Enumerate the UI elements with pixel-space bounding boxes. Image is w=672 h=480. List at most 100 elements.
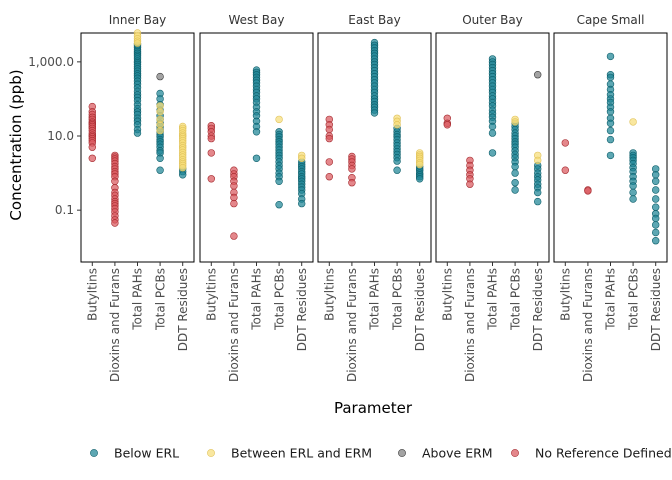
- x-tick-label: Total PAHs: [131, 268, 145, 331]
- data-point-below-erl: [511, 162, 519, 171]
- data-point-below-erl: [651, 186, 660, 194]
- data-point-between-erl-and-erm: [133, 39, 142, 47]
- data-point-below-erl: [511, 169, 519, 177]
- data-point-below-erl: [179, 171, 187, 179]
- data-point-no-reference-defined: [561, 139, 569, 147]
- data-point-below-erl: [606, 73, 615, 82]
- data-point-no-reference-defined: [348, 179, 356, 187]
- data-point-below-erl: [488, 129, 497, 137]
- data-point-between-erl-and-erm: [275, 115, 283, 124]
- x-tick-label: Total PAHs: [486, 268, 500, 331]
- x-tick-label: Total PCBs: [626, 268, 640, 331]
- legend-label: Below ERL: [114, 446, 179, 461]
- x-tick-label: DDT Residues: [531, 268, 545, 351]
- data-point-no-reference-defined: [111, 219, 119, 227]
- data-point-no-reference-defined: [325, 173, 333, 181]
- data-point-between-erl-and-erm: [393, 121, 401, 129]
- data-point-between-erl-and-erm: [511, 118, 519, 126]
- legend-marker: [511, 449, 519, 457]
- data-point-below-erl: [651, 203, 660, 211]
- legend-item-below-erl: Below ERL: [90, 446, 179, 461]
- data-point-no-reference-defined: [325, 134, 333, 143]
- x-tick-label: Dioxins and Furans: [345, 268, 359, 382]
- data-point-below-erl: [629, 188, 637, 197]
- x-tick-label: Total PAHs: [368, 268, 382, 331]
- x-tick-label: Total PCBs: [153, 268, 167, 331]
- data-point-below-erl: [275, 177, 283, 186]
- y-tick-label: 0.1: [55, 203, 74, 217]
- points: [207, 66, 306, 240]
- x-tick-label: Dioxins and Furans: [581, 268, 595, 382]
- data-point-above-erm: [533, 70, 542, 79]
- data-point-below-erl: [275, 201, 283, 209]
- legend: Below ERL Between ERL and ERM Above ERM No …: [90, 446, 672, 461]
- data-point-between-erl-and-erm: [156, 126, 164, 135]
- legend-marker: [207, 449, 215, 457]
- legend-item-no-reference-defined: No Reference Defined: [511, 446, 672, 461]
- data-point-no-reference-defined: [88, 154, 97, 163]
- data-point-below-erl: [133, 129, 142, 137]
- x-tick-label: Butyltins: [441, 268, 455, 321]
- y-tick-label: 10.0: [47, 129, 74, 143]
- data-point-below-erl: [511, 179, 519, 187]
- data-point-between-erl-and-erm: [416, 160, 424, 169]
- data-point-below-erl: [651, 228, 660, 237]
- facet-title: East Bay: [348, 13, 400, 27]
- data-point-no-reference-defined: [561, 166, 569, 174]
- facet-east-bay: East Bay Butyltins Dioxins and Furans Total…: [317, 13, 432, 382]
- data-point-below-erl: [606, 151, 615, 160]
- data-point-between-erl-and-erm: [629, 118, 637, 126]
- x-tick-label: Total PCBs: [272, 268, 286, 331]
- data-point-between-erl-and-erm: [533, 156, 542, 165]
- data-point-below-erl: [298, 199, 306, 208]
- x-tick-label: Butyltins: [323, 268, 337, 321]
- data-point-no-reference-defined: [207, 175, 216, 183]
- data-point-below-erl: [651, 221, 660, 229]
- legend-label: No Reference Defined: [535, 446, 672, 461]
- facet-inner-bay: Inner Bay Butyltins Dioxins and Furans Tota…: [80, 13, 195, 382]
- x-tick-label: DDT Residues: [176, 268, 190, 351]
- x-tick-label: Butyltins: [86, 268, 100, 321]
- facet-title: West Bay: [228, 13, 284, 27]
- data-point-below-erl: [488, 149, 497, 157]
- data-point-below-erl: [416, 175, 424, 183]
- data-point-no-reference-defined: [230, 182, 238, 190]
- points: [325, 38, 424, 187]
- data-point-no-reference-defined: [111, 177, 119, 186]
- legend-label: Above ERM: [422, 446, 493, 461]
- data-point-no-reference-defined: [230, 199, 238, 208]
- y-axis: 0.1 10.0 1,000.0: [28, 55, 81, 217]
- data-point-below-erl: [629, 182, 637, 190]
- data-point-no-reference-defined: [230, 193, 238, 202]
- points: [443, 55, 542, 206]
- data-point-no-reference-defined: [325, 158, 333, 166]
- data-point-below-erl: [488, 122, 497, 131]
- data-point-below-erl: [533, 197, 542, 206]
- x-tick-label: Dioxins and Furans: [227, 268, 241, 382]
- x-tick-label: Total PCBs: [390, 268, 404, 331]
- data-point-below-erl: [606, 119, 615, 128]
- data-point-no-reference-defined: [230, 232, 238, 240]
- data-point-below-erl: [606, 126, 615, 135]
- x-tick-label: DDT Residues: [413, 268, 427, 351]
- legend-marker: [398, 449, 406, 457]
- data-point-below-erl: [629, 195, 637, 203]
- data-point-below-erl: [606, 135, 615, 144]
- data-point-above-erm: [156, 72, 164, 81]
- data-point-no-reference-defined: [584, 187, 592, 195]
- data-point-no-reference-defined: [348, 165, 356, 173]
- legend-label: Between ERL and ERM: [231, 446, 372, 461]
- data-point-between-erl-and-erm: [179, 164, 187, 172]
- y-tick-label: 1,000.0: [28, 55, 74, 69]
- facet-title: Outer Bay: [462, 13, 523, 27]
- facet-west-bay: West Bay Butyltins Dioxins and Furans Total…: [199, 13, 314, 382]
- facets: Inner Bay Butyltins Dioxins and Furans Tota…: [80, 13, 668, 382]
- facet-cape-small: Cape Small Butyltins Dioxins and Furans Tot…: [553, 13, 668, 382]
- data-point-no-reference-defined: [325, 125, 333, 134]
- x-tick-label: DDT Residues: [295, 268, 309, 351]
- data-point-no-reference-defined: [466, 180, 474, 188]
- x-tick-label: Butyltins: [559, 268, 573, 321]
- data-point-below-erl: [651, 237, 660, 245]
- panel-border: [553, 32, 668, 263]
